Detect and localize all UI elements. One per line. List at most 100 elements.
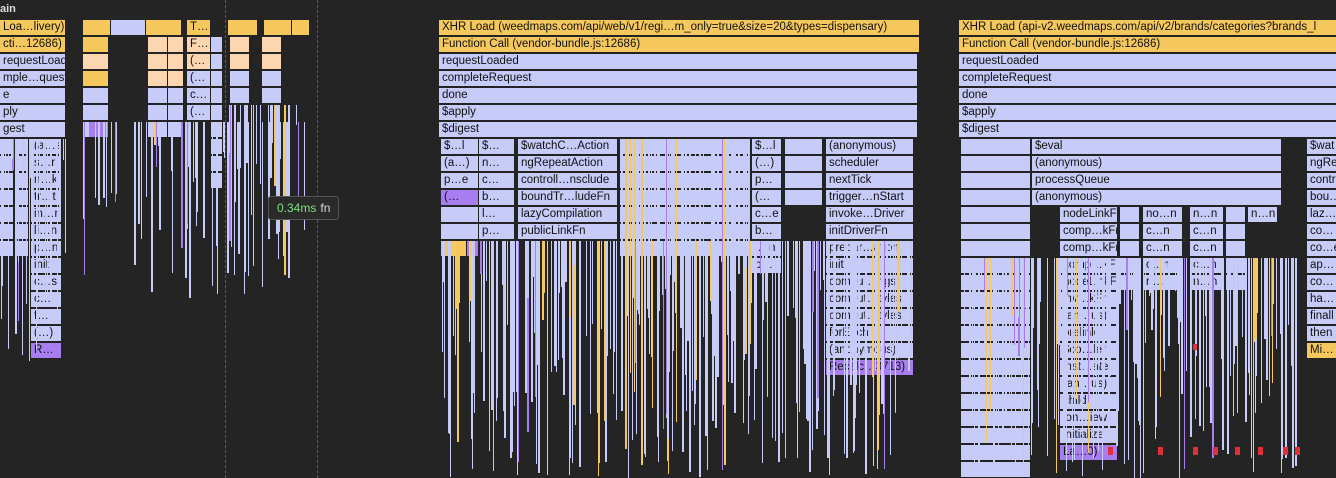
flame-frame[interactable] bbox=[168, 54, 184, 70]
flame-frame[interactable] bbox=[1120, 207, 1140, 223]
flame-frame[interactable]: ngRe bbox=[1307, 156, 1336, 172]
flame-frame[interactable]: l… bbox=[479, 207, 515, 223]
flame-frame[interactable]: gest bbox=[0, 122, 66, 138]
flame-frame[interactable] bbox=[961, 207, 1031, 223]
flame-frame[interactable] bbox=[1226, 241, 1246, 257]
flame-frame[interactable] bbox=[168, 105, 184, 121]
flame-frame[interactable] bbox=[168, 71, 184, 87]
flame-frame[interactable]: requestLoaded bbox=[0, 54, 66, 70]
flame-frame[interactable]: $digest bbox=[439, 122, 918, 138]
flame-frame[interactable]: scheduler bbox=[826, 156, 914, 172]
flame-frame[interactable]: p… bbox=[479, 224, 515, 240]
flame-frame[interactable] bbox=[785, 156, 823, 172]
flame-frame[interactable]: bou… bbox=[1307, 190, 1336, 206]
flame-frame[interactable]: no…n bbox=[1143, 207, 1183, 223]
flame-frame[interactable]: (anonymous) bbox=[1032, 156, 1282, 172]
flame-frame[interactable] bbox=[785, 173, 823, 189]
flame-frame[interactable]: Mi… bbox=[1307, 343, 1336, 359]
flame-frame[interactable] bbox=[83, 71, 109, 87]
flame-frame[interactable] bbox=[262, 71, 282, 87]
flame-frame[interactable] bbox=[168, 88, 184, 104]
flame-frame[interactable]: ply bbox=[0, 105, 66, 121]
flame-frame[interactable]: Recalc…3713) bbox=[826, 360, 914, 376]
flame-frame[interactable] bbox=[441, 207, 479, 223]
flame-frame[interactable] bbox=[83, 20, 111, 36]
flame-frame[interactable]: nodeLinkFn bbox=[1060, 207, 1118, 223]
flame-frame[interactable]: p…n bbox=[31, 241, 62, 257]
flame-frame[interactable] bbox=[211, 54, 223, 70]
flame-frame[interactable]: contr bbox=[1307, 173, 1336, 189]
flame-frame[interactable] bbox=[961, 139, 1031, 155]
flame-frame[interactable] bbox=[785, 190, 823, 206]
flame-frame[interactable] bbox=[148, 71, 168, 87]
flame-frame[interactable]: e bbox=[0, 88, 66, 104]
flame-frame[interactable]: n…n bbox=[1248, 207, 1278, 223]
flame-frame[interactable]: p… bbox=[752, 173, 782, 189]
flame-frame[interactable]: requestLoaded bbox=[959, 54, 1336, 70]
flame-frame[interactable] bbox=[961, 224, 1031, 240]
flame-frame[interactable]: trigger…nStart bbox=[826, 190, 914, 206]
flame-frame[interactable] bbox=[441, 224, 479, 240]
flame-frame[interactable]: completeRequest bbox=[439, 71, 918, 87]
flame-frame[interactable]: nextTick bbox=[826, 173, 914, 189]
flame-frame[interactable] bbox=[262, 88, 282, 104]
flame-frame[interactable]: $apply bbox=[959, 105, 1336, 121]
flame-frame[interactable]: ap… bbox=[1307, 258, 1336, 274]
flame-frame[interactable] bbox=[230, 37, 250, 53]
flame-frame[interactable]: (… bbox=[187, 105, 211, 121]
flame-frame[interactable]: F… bbox=[187, 37, 211, 53]
flame-frame[interactable] bbox=[441, 241, 467, 257]
flame-frame[interactable] bbox=[961, 173, 1031, 189]
flame-frame[interactable]: co… bbox=[1307, 275, 1336, 291]
flame-frame[interactable] bbox=[961, 156, 1031, 172]
flame-frame[interactable]: mple…quest bbox=[0, 71, 66, 87]
flame-frame[interactable] bbox=[262, 37, 282, 53]
flame-frame[interactable] bbox=[230, 71, 250, 87]
flame-frame[interactable] bbox=[148, 105, 168, 121]
flame-frame[interactable]: b… bbox=[479, 190, 515, 206]
flame-frame[interactable]: c…e bbox=[752, 207, 782, 223]
flame-frame[interactable] bbox=[211, 37, 223, 53]
flame-frame[interactable]: done bbox=[439, 88, 918, 104]
flame-frame[interactable]: $…l bbox=[752, 139, 782, 155]
flame-frame[interactable] bbox=[785, 139, 823, 155]
flame-frame[interactable] bbox=[111, 20, 146, 36]
flame-frame[interactable]: Function Call (vendor-bundle.js:12686) bbox=[439, 37, 920, 53]
flame-frame[interactable] bbox=[1226, 207, 1246, 223]
flame-frame[interactable]: (anonymous) bbox=[826, 139, 914, 155]
flame-frame[interactable]: XHR Load (api-v2.weedmaps.com/api/v2/bra… bbox=[959, 20, 1336, 36]
flame-frame[interactable]: n…n bbox=[1190, 207, 1224, 223]
flame-frame[interactable]: $apply bbox=[439, 105, 918, 121]
flame-frame[interactable]: R… bbox=[31, 343, 62, 359]
flame-frame[interactable]: co… bbox=[1307, 224, 1336, 240]
flame-frame[interactable] bbox=[230, 88, 250, 104]
flame-frame[interactable]: $… bbox=[479, 139, 515, 155]
flame-frame[interactable]: p…e bbox=[441, 173, 479, 189]
flame-frame[interactable]: requestLoaded bbox=[439, 54, 918, 70]
flame-frame[interactable]: c…n bbox=[1190, 241, 1224, 257]
flame-frame[interactable] bbox=[211, 71, 223, 87]
flame-frame[interactable]: (… bbox=[441, 190, 479, 206]
flame-frame[interactable]: T… bbox=[187, 20, 211, 36]
flame-frame[interactable]: lazyCompilation bbox=[518, 207, 618, 223]
flame-frame[interactable]: b… bbox=[752, 224, 782, 240]
flame-frame[interactable] bbox=[211, 105, 223, 121]
flame-frame[interactable] bbox=[148, 88, 168, 104]
flame-frame[interactable]: $eval bbox=[1032, 139, 1282, 155]
flame-frame[interactable]: completeRequest bbox=[959, 71, 1336, 87]
flame-frame[interactable]: in…r bbox=[31, 207, 62, 223]
flame-frame[interactable] bbox=[961, 462, 1031, 478]
flame-frame[interactable] bbox=[961, 241, 1031, 257]
flame-frame[interactable] bbox=[211, 88, 223, 104]
flame-frame[interactable]: invoke…Driver bbox=[826, 207, 914, 223]
flame-frame[interactable]: (… bbox=[752, 190, 782, 206]
flame-frame[interactable]: $digest bbox=[959, 122, 1336, 138]
flame-frame[interactable]: laz… bbox=[1307, 207, 1336, 223]
flame-frame[interactable]: f… bbox=[31, 309, 62, 325]
flame-frame[interactable] bbox=[148, 54, 168, 70]
flame-frame[interactable] bbox=[146, 20, 182, 36]
flame-frame[interactable]: n… bbox=[479, 156, 515, 172]
flame-frame[interactable]: controll…nsclude bbox=[518, 173, 618, 189]
flame-frame[interactable] bbox=[83, 54, 109, 70]
